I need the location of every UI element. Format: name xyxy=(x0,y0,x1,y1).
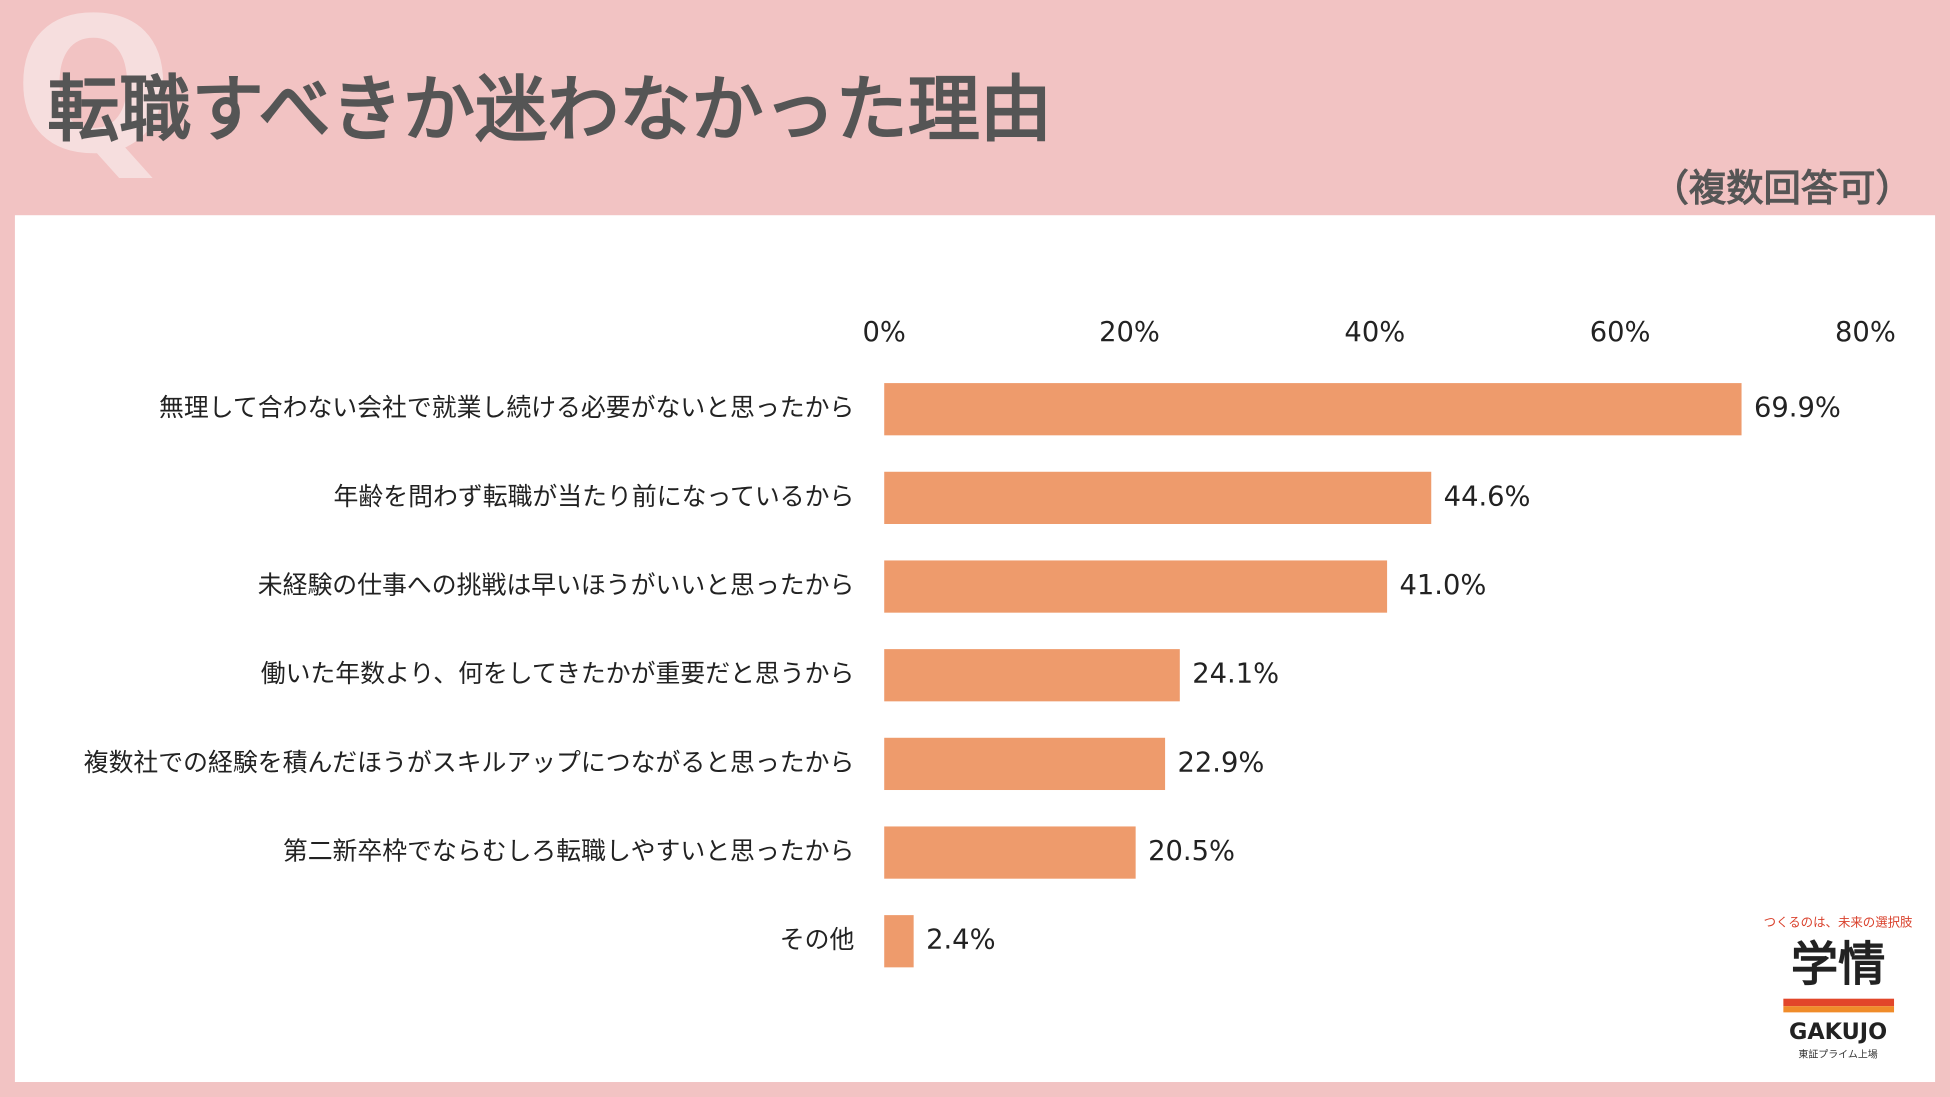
chart-title: 転職すべきか迷わなかった理由 xyxy=(47,68,1052,152)
value-label: 41.0% xyxy=(1400,570,1487,601)
category-label: その他 xyxy=(780,925,855,954)
value-label: 44.6% xyxy=(1444,481,1531,512)
logo-bar xyxy=(1783,998,1895,1007)
category-label: 未経験の仕事への挑戦は早いほうがいいと思ったから xyxy=(258,571,855,600)
value-label: 22.9% xyxy=(1178,747,1265,778)
chart-panel xyxy=(14,215,1936,1083)
category-label: 複数社での経験を積んだほうがスキルアップにつながると思ったから xyxy=(84,748,855,777)
bar xyxy=(884,649,1180,702)
bar xyxy=(884,471,1432,525)
category-label: 働いた年数より、何をしてきたかが重要だと思うから xyxy=(261,659,855,688)
x-tick-label: 60% xyxy=(1590,317,1651,348)
bar xyxy=(884,826,1136,879)
bar xyxy=(884,737,1166,791)
logo-name: 学情 xyxy=(1791,938,1886,993)
logo: つくるのは、未来の選択肢 学情 GAKUJO 東証プライム上場 xyxy=(1764,914,1913,1060)
bar xyxy=(884,383,1742,436)
logo-roman: GAKUJO xyxy=(1789,1019,1887,1045)
category-label: 年齢を問わず転職が当たり前になっているから xyxy=(334,482,855,511)
x-tick-label: 0% xyxy=(863,317,906,348)
value-label: 24.1% xyxy=(1192,659,1279,690)
category-label: 無理して合わない会社で就業し続ける必要がないと思ったから xyxy=(159,393,854,422)
x-tick-label: 80% xyxy=(1835,317,1896,348)
logo-bar xyxy=(1783,1006,1895,1013)
x-tick-label: 20% xyxy=(1099,317,1160,348)
logo-tagline: つくるのは、未来の選択肢 xyxy=(1764,914,1913,929)
value-label: 20.5% xyxy=(1148,836,1235,867)
x-tick-label: 40% xyxy=(1344,317,1405,348)
value-label: 69.9% xyxy=(1754,393,1841,424)
logo-listing: 東証プライム上場 xyxy=(1798,1048,1877,1061)
value-label: 2.4% xyxy=(926,925,995,956)
chart-subtitle: （複数回答可） xyxy=(1652,166,1913,210)
bar xyxy=(884,915,914,968)
bar xyxy=(884,560,1388,613)
q-watermark: Q xyxy=(14,0,173,195)
category-label: 第二新卒枠でならむしろ転職しやすいと思ったから xyxy=(283,837,855,866)
